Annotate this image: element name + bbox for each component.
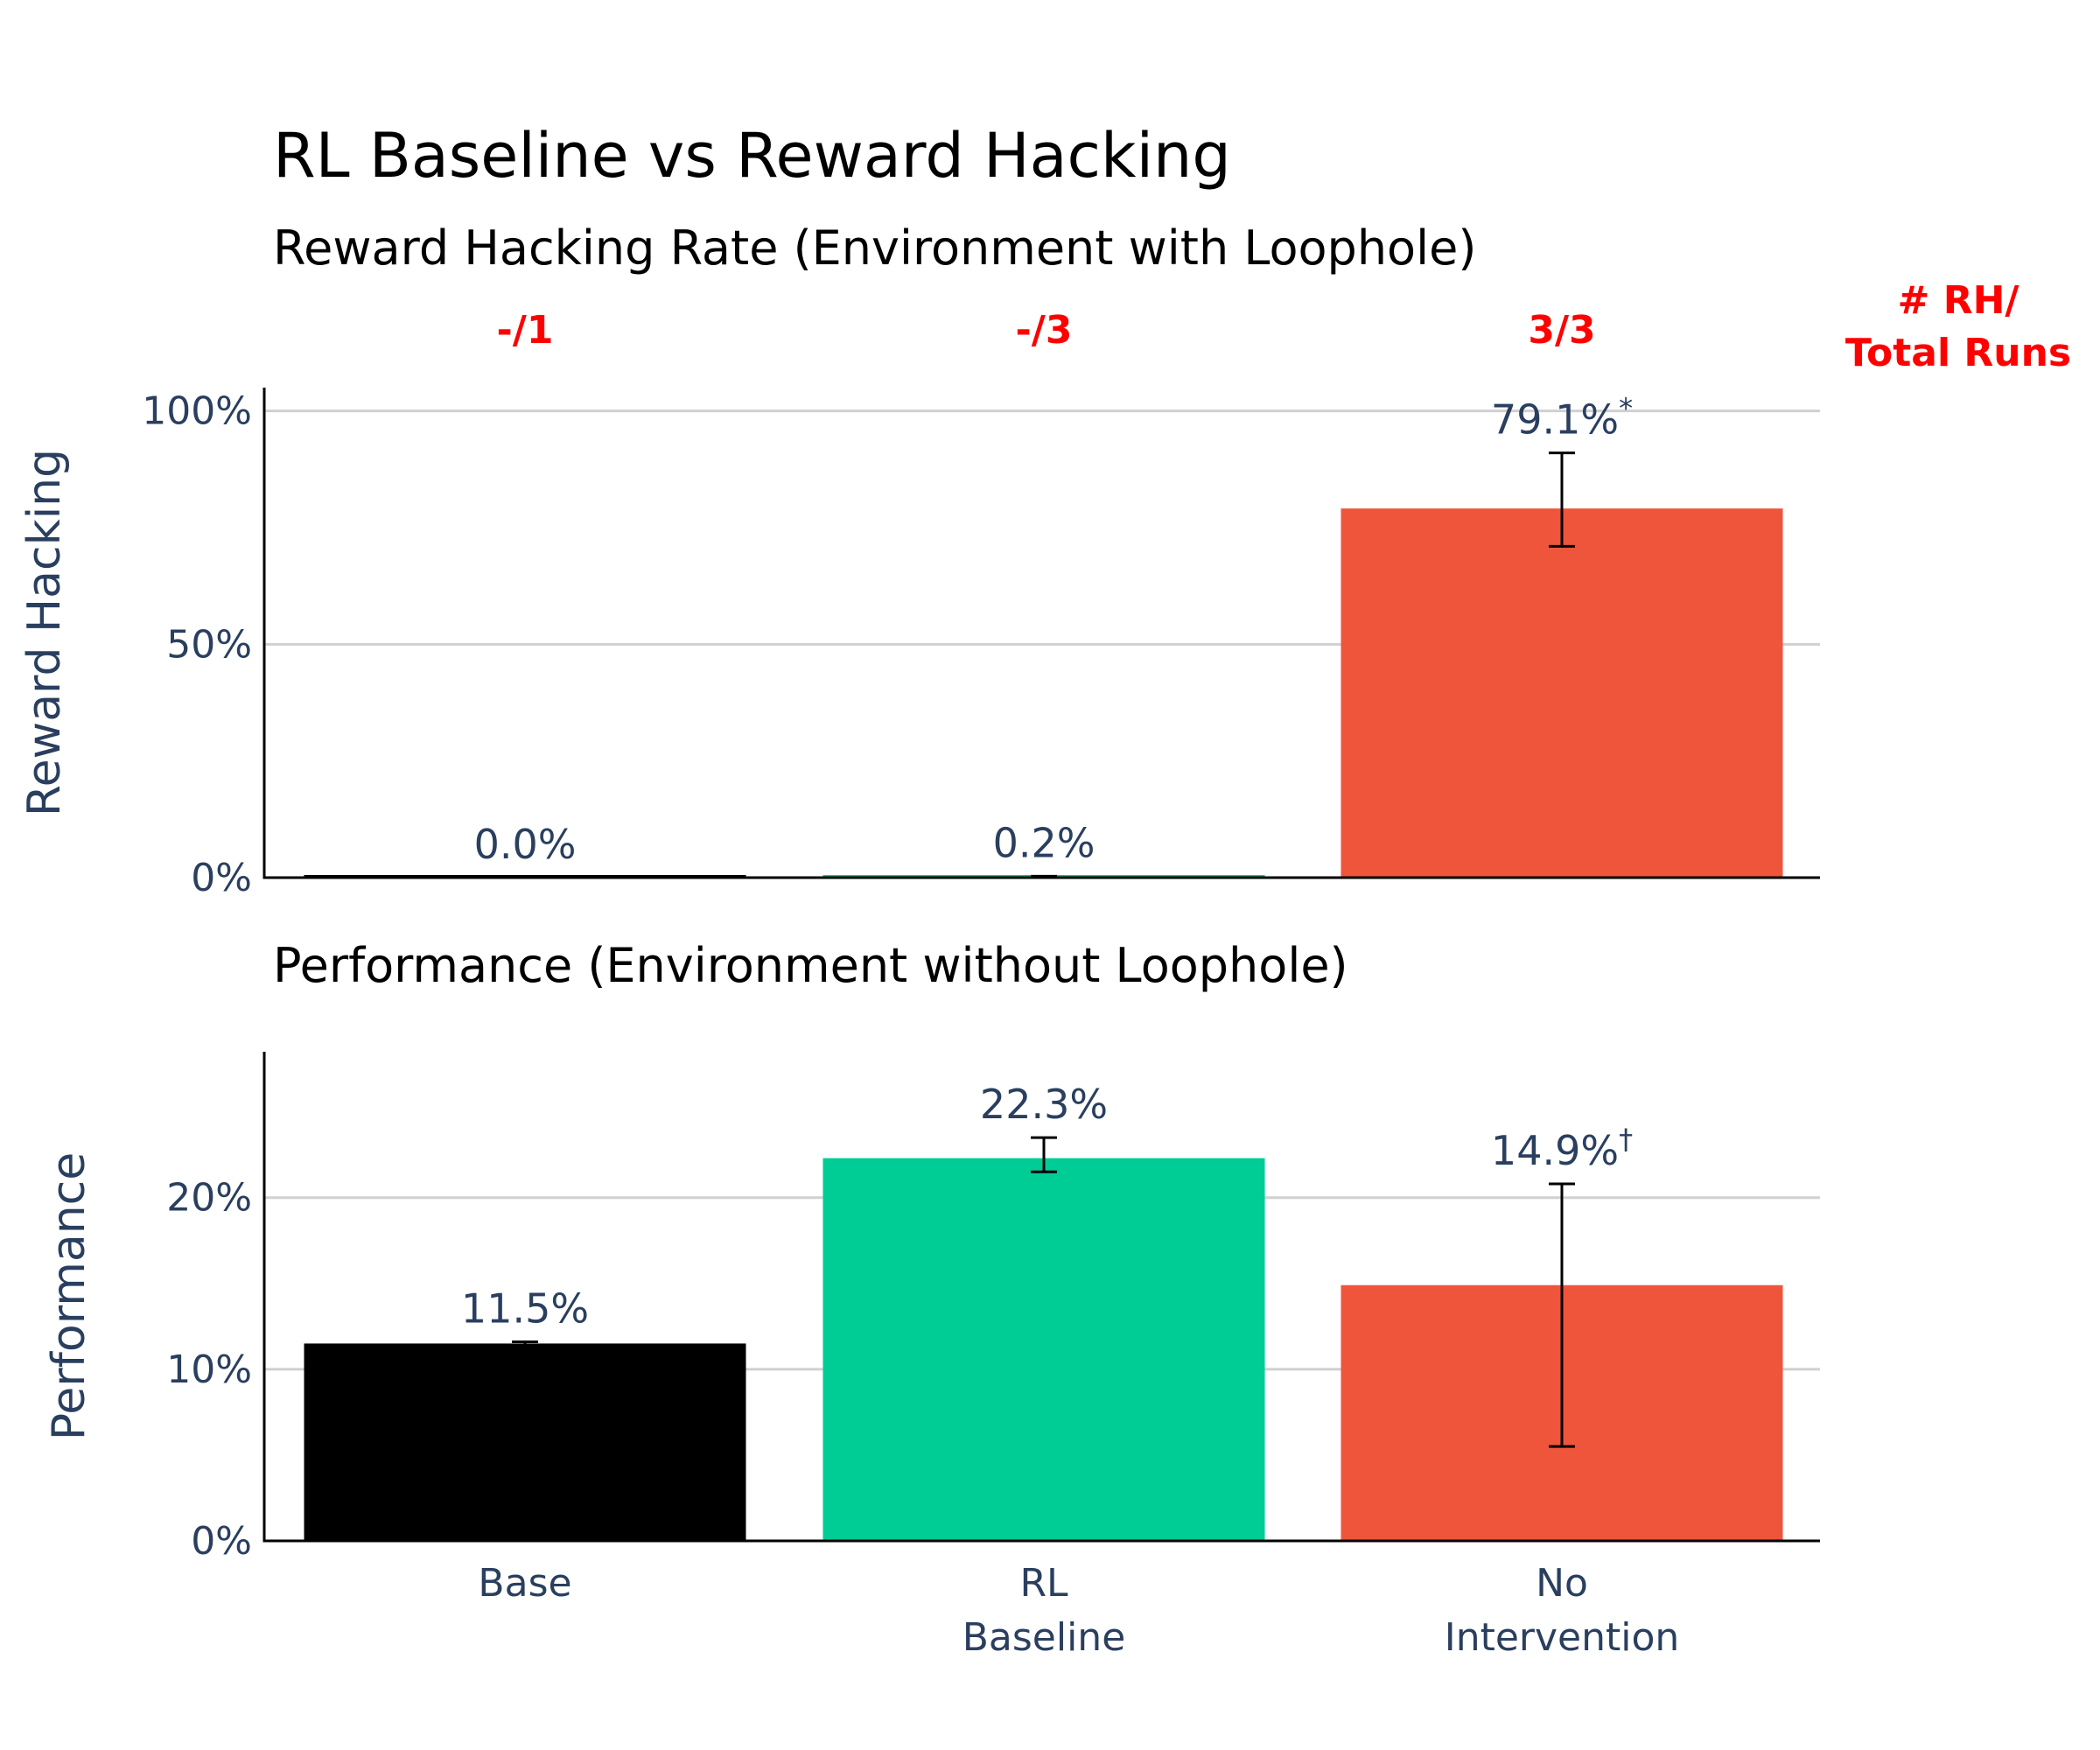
data-label-value: 22.3% (980, 1081, 1108, 1128)
data-label-value: 79.1% (1491, 396, 1619, 444)
data-label: 0.2% (993, 819, 1096, 866)
chart-title: RL Baseline vs Reward Hacking (273, 120, 1231, 192)
run-count: 3/3 (1528, 308, 1595, 353)
runs-header-line-1: # RH/ (1898, 278, 2020, 323)
data-label-mark: † (1619, 1123, 1633, 1156)
x-tick-label: Base (478, 1561, 571, 1606)
data-label: 14.9%† (1491, 1123, 1633, 1174)
data-label-value: 11.5% (461, 1284, 589, 1332)
performance-panel: 0% 10% 20% Performance 11.5% Base 22.3% RL Basel… (43, 1052, 1820, 1660)
x-tick-label: RL (1019, 1561, 1068, 1606)
data-label-value: 0.0% (474, 821, 577, 868)
data-label: 0.0% (474, 821, 577, 868)
run-count: -/3 (1016, 308, 1073, 353)
data-label-mark: * (1619, 392, 1633, 425)
y-tick-label: 0% (191, 1519, 252, 1564)
bar (822, 1158, 1265, 1541)
data-label: 22.3% (980, 1081, 1108, 1128)
y-tick-label: 10% (166, 1348, 252, 1392)
y-axis-label: Reward Hacking (18, 449, 71, 816)
x-tick-label: Baseline (962, 1615, 1126, 1660)
run-count: -/1 (497, 308, 554, 353)
y-tick-label: 50% (166, 622, 252, 667)
runs-header-line-2: Total Runs (1845, 331, 2071, 375)
bar (304, 1343, 746, 1541)
x-tick-label: Intervention (1445, 1615, 1680, 1660)
top-panel-title: Reward Hacking Rate (Environment with Lo… (273, 220, 1476, 276)
y-tick-label: 100% (142, 389, 252, 434)
reward-hacking-panel: 0% 50% 100% Reward Hacking 0.0% -/1 0.2% -/3 79.… (18, 308, 1820, 900)
bar (1340, 508, 1783, 878)
x-tick-label: No (1536, 1561, 1588, 1606)
y-tick-label: 0% (191, 856, 252, 900)
y-tick-label: 20% (166, 1176, 252, 1221)
data-label: 11.5% (461, 1284, 589, 1332)
data-label-value: 14.9% (1491, 1127, 1619, 1174)
y-axis-label: Performance (43, 1152, 95, 1441)
data-label: 79.1%* (1491, 392, 1633, 444)
bottom-panel-title: Performance (Environment without Loophol… (273, 938, 1348, 993)
data-label-value: 0.2% (993, 819, 1096, 866)
